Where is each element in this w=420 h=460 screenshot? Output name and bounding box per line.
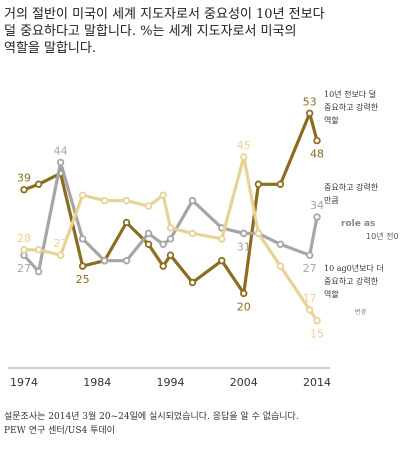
data-point bbox=[34, 180, 43, 188]
series-name-label: 중요하고 강력한 bbox=[324, 276, 379, 286]
data-point bbox=[313, 317, 321, 325]
data-label: 27 bbox=[54, 237, 68, 250]
series-line-3 bbox=[24, 155, 319, 322]
data-label: 25 bbox=[76, 273, 90, 286]
data-point bbox=[56, 251, 65, 259]
data-point bbox=[78, 191, 87, 199]
data-label: 17 bbox=[303, 292, 317, 305]
data-point bbox=[100, 256, 109, 265]
headline-line-1: 거의 절반이 미국이 세계 지도자로서 중요성이 10년 전보다 bbox=[4, 7, 325, 22]
data-label: 27 bbox=[303, 262, 317, 275]
x-tick-label: 1994 bbox=[157, 376, 185, 389]
series-name-label: 10 ag0년보다 더 bbox=[324, 263, 384, 273]
x-tick-label: 2014 bbox=[303, 376, 331, 389]
data-point bbox=[305, 306, 314, 314]
data-point bbox=[166, 224, 175, 232]
chart-headline: 거의 절반이 미국이 세계 지도자로서 중요성이 10년 전보다 덜 중요하다고… bbox=[4, 6, 416, 57]
series-name-label: 10년 전보다 덜 bbox=[324, 89, 376, 99]
headline-line-3: 역할을 말합니다. bbox=[4, 41, 96, 56]
data-point bbox=[34, 267, 43, 276]
data-label: 39 bbox=[17, 172, 31, 185]
series-name-label: 역할 bbox=[324, 115, 339, 125]
data-label: 44 bbox=[54, 144, 68, 157]
data-label: 27 bbox=[17, 262, 31, 275]
headline-line-2: 덜 중요하다고 말합니다. %는 세계 지도자로서 미국의 bbox=[4, 24, 297, 39]
data-label: 34 bbox=[310, 199, 324, 212]
footer-note: 설문조사는 2014년 3월 20~24일에 실시되었습니다. 응답을 알 수 … bbox=[4, 412, 299, 422]
data-label: 53 bbox=[303, 95, 317, 108]
data-point bbox=[240, 229, 248, 238]
data-point bbox=[144, 229, 153, 238]
data-point bbox=[122, 218, 131, 227]
footer-source: PEW 연구 센터/US4 투데이 bbox=[4, 426, 115, 436]
data-point bbox=[188, 278, 197, 287]
data-point bbox=[218, 256, 226, 265]
data-point bbox=[276, 262, 285, 270]
chart-footer: 설문조사는 2014년 3월 20~24일에 실시되었습니다. 응답을 알 수 … bbox=[4, 410, 299, 438]
series-line-2 bbox=[22, 160, 319, 274]
annotation-label: 10년 전0 bbox=[366, 231, 399, 241]
data-point bbox=[254, 229, 263, 238]
data-label: 45 bbox=[237, 139, 251, 152]
data-point bbox=[276, 180, 285, 188]
data-point bbox=[240, 289, 248, 298]
data-point bbox=[313, 213, 321, 221]
data-point bbox=[78, 235, 87, 243]
data-label: 48 bbox=[310, 148, 324, 161]
data-point bbox=[218, 235, 226, 243]
x-tick-label: 1984 bbox=[83, 376, 111, 389]
data-point bbox=[78, 262, 87, 270]
series-name-label: 만큼 bbox=[324, 196, 339, 205]
data-point bbox=[166, 251, 175, 259]
data-point bbox=[122, 196, 131, 205]
data-point bbox=[254, 180, 263, 188]
data-point bbox=[159, 240, 167, 248]
data-point bbox=[305, 251, 314, 259]
data-point bbox=[276, 240, 285, 248]
series-name-label: 역할 bbox=[324, 289, 339, 299]
data-label: 28 bbox=[17, 232, 31, 245]
data-label: 31 bbox=[237, 240, 251, 253]
annotation-label: 변경 bbox=[355, 308, 366, 316]
series-line-1 bbox=[23, 111, 319, 295]
data-point bbox=[159, 191, 167, 199]
data-point bbox=[240, 153, 248, 161]
data-point bbox=[122, 256, 131, 265]
data-point bbox=[20, 186, 28, 194]
x-tick-label: 1974 bbox=[10, 376, 38, 389]
data-label: 15 bbox=[310, 328, 324, 341]
data-point bbox=[313, 136, 321, 145]
data-point bbox=[144, 240, 153, 248]
data-point bbox=[159, 262, 167, 270]
series-name-label: 중요하고 강력한 bbox=[324, 182, 379, 192]
data-point bbox=[188, 229, 197, 238]
data-point bbox=[34, 246, 43, 254]
data-label: 20 bbox=[237, 300, 251, 313]
data-point bbox=[144, 202, 153, 210]
series-name-label: 중요하고 강력한 bbox=[324, 102, 379, 112]
data-point bbox=[188, 196, 197, 205]
data-point bbox=[166, 235, 175, 243]
data-point bbox=[56, 158, 65, 167]
data-point bbox=[100, 196, 109, 205]
data-point bbox=[20, 246, 28, 254]
x-tick-label: 2004 bbox=[230, 376, 258, 389]
annotation-label: role as bbox=[341, 219, 375, 229]
data-point bbox=[305, 109, 314, 117]
